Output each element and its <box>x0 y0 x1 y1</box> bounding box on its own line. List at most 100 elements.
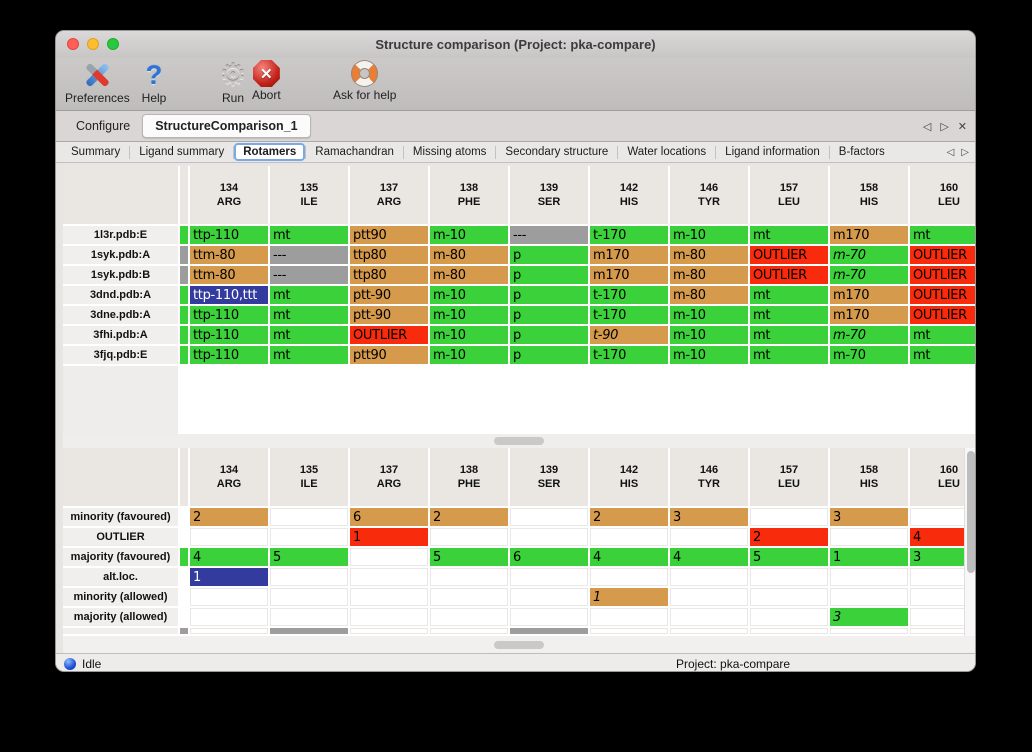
summary-cell-clipped[interactable] <box>750 628 828 634</box>
rotamer-cell[interactable]: ttp-110 <box>190 326 268 344</box>
summary-cell[interactable] <box>190 608 268 626</box>
summary-cell[interactable] <box>510 528 588 546</box>
summary-cell[interactable] <box>430 588 508 606</box>
summary-cell[interactable]: 4 <box>910 528 975 546</box>
tab-configure[interactable]: Configure <box>76 119 131 133</box>
summary-cell[interactable] <box>830 568 908 586</box>
summary-cell[interactable]: 4 <box>190 548 268 566</box>
summary-cell[interactable]: 3 <box>910 548 975 566</box>
rotamer-cell[interactable]: m170 <box>830 306 908 324</box>
rotamer-cell[interactable]: m-10 <box>670 326 748 344</box>
rotamer-cell[interactable]: p <box>510 326 588 344</box>
rotamer-cell[interactable]: m-10 <box>670 226 748 244</box>
rotamer-cell[interactable]: m-10 <box>430 306 508 324</box>
summary-cell[interactable] <box>430 528 508 546</box>
tab-close-icon[interactable]: ✕ <box>957 120 967 133</box>
rotamer-cell[interactable]: mt <box>270 326 348 344</box>
summary-cell[interactable]: 3 <box>830 508 908 526</box>
summary-cell[interactable]: 2 <box>190 508 268 526</box>
subtab-water-locations[interactable]: Water locations <box>627 146 707 158</box>
summary-cell[interactable] <box>510 588 588 606</box>
summary-cell[interactable] <box>270 568 348 586</box>
rotamer-cell[interactable]: mt <box>910 346 975 364</box>
summary-cell[interactable]: 6 <box>510 548 588 566</box>
toolbar-button-help[interactable]: Help <box>138 60 170 105</box>
toolbar-button-run[interactable]: Run <box>217 60 249 105</box>
rotamer-cell[interactable]: t-170 <box>590 286 668 304</box>
toolbar-button-ask-for-help[interactable]: Ask for help <box>333 60 396 102</box>
summary-cell[interactable]: 6 <box>350 508 428 526</box>
rotamer-cell[interactable]: m-10 <box>430 286 508 304</box>
summary-cell-clipped[interactable] <box>670 628 748 634</box>
subtab-scroll-left-icon[interactable]: ◁ <box>946 146 955 158</box>
rotamer-cell[interactable]: ttp80 <box>350 246 428 264</box>
summary-cell[interactable] <box>190 588 268 606</box>
rotamer-cell[interactable]: m-70 <box>830 266 908 284</box>
summary-cell[interactable] <box>430 568 508 586</box>
tab-scroll-right-icon[interactable]: ▷ <box>940 120 949 133</box>
summary-cell[interactable]: 3 <box>830 608 908 626</box>
summary-cell[interactable] <box>670 608 748 626</box>
summary-cell[interactable] <box>350 608 428 626</box>
rotamer-cell[interactable]: p <box>510 266 588 284</box>
summary-cell-clipped[interactable] <box>830 628 908 634</box>
rotamer-cell[interactable]: --- <box>510 226 588 244</box>
rotamer-cell[interactable]: m-70 <box>830 346 908 364</box>
summary-cell[interactable] <box>670 588 748 606</box>
summary-cell[interactable]: 5 <box>430 548 508 566</box>
rotamer-cell[interactable]: t-90 <box>590 326 668 344</box>
rotamer-cell[interactable]: ptt90 <box>350 346 428 364</box>
rotamer-cell[interactable]: m-80 <box>430 266 508 284</box>
summary-cell-clipped[interactable] <box>190 628 268 634</box>
summary-cell[interactable]: 1 <box>190 568 268 586</box>
rotamer-cell[interactable]: ttp-110 <box>190 306 268 324</box>
summary-cell[interactable] <box>830 528 908 546</box>
vertical-scrollbar[interactable] <box>964 448 975 636</box>
rotamer-cell[interactable]: mt <box>750 306 828 324</box>
rotamer-cell[interactable]: mt <box>750 346 828 364</box>
rotamer-cell[interactable]: ptt-90 <box>350 286 428 304</box>
summary-cell[interactable] <box>270 508 348 526</box>
rotamer-cell[interactable]: t-170 <box>590 346 668 364</box>
rotamer-cell[interactable]: m-10 <box>430 326 508 344</box>
subtab-missing-atoms[interactable]: Missing atoms <box>412 146 487 158</box>
summary-cell[interactable] <box>750 568 828 586</box>
subtab-scroll-right-icon[interactable]: ▷ <box>961 146 969 158</box>
rotamer-cell[interactable]: mt <box>270 226 348 244</box>
summary-cell[interactable] <box>750 508 828 526</box>
rotamer-cell[interactable]: m-80 <box>430 246 508 264</box>
summary-cell[interactable] <box>830 588 908 606</box>
rotamer-cell[interactable]: p <box>510 346 588 364</box>
rotamer-cell[interactable]: OUTLIER <box>750 246 828 264</box>
summary-cell[interactable]: 2 <box>430 508 508 526</box>
summary-cell[interactable] <box>350 548 428 566</box>
rotamer-cell[interactable]: mt <box>910 326 975 344</box>
summary-cell[interactable]: 4 <box>670 548 748 566</box>
rotamer-cell[interactable]: p <box>510 286 588 304</box>
rotamer-cell[interactable]: p <box>510 246 588 264</box>
scrollbar-thumb[interactable] <box>967 451 975 573</box>
rotamer-cell[interactable]: t-170 <box>590 226 668 244</box>
summary-cell[interactable]: 2 <box>750 528 828 546</box>
toolbar-button-abort[interactable]: Abort <box>252 60 281 102</box>
pane-splitter[interactable] <box>63 434 975 448</box>
rotamer-cell[interactable]: p <box>510 306 588 324</box>
tab-scroll-left-icon[interactable]: ◁ <box>922 120 932 133</box>
bottom-splitter[interactable] <box>63 636 975 653</box>
summary-cell[interactable] <box>670 568 748 586</box>
summary-cell[interactable] <box>270 528 348 546</box>
subtab-rotamers[interactable]: Rotamers <box>234 143 306 161</box>
rotamer-cell[interactable]: m-70 <box>830 326 908 344</box>
rotamer-cell[interactable]: m-10 <box>430 226 508 244</box>
rotamer-cell[interactable]: m170 <box>590 246 668 264</box>
rotamer-cell[interactable]: ttp-110 <box>190 226 268 244</box>
rotamer-cell[interactable]: m170 <box>830 286 908 304</box>
rotamer-cell[interactable]: m-80 <box>670 246 748 264</box>
rotamer-cell[interactable]: ttm-80 <box>190 266 268 284</box>
rotamer-cell[interactable]: OUTLIER <box>910 306 975 324</box>
subtab-ligand-information[interactable]: Ligand information <box>725 146 820 158</box>
subtab-summary[interactable]: Summary <box>71 146 121 158</box>
rotamer-cell[interactable]: m-10 <box>670 346 748 364</box>
subtab-b-factors[interactable]: B-factors <box>838 146 885 158</box>
toolbar-button-preferences[interactable]: Preferences <box>65 60 130 105</box>
